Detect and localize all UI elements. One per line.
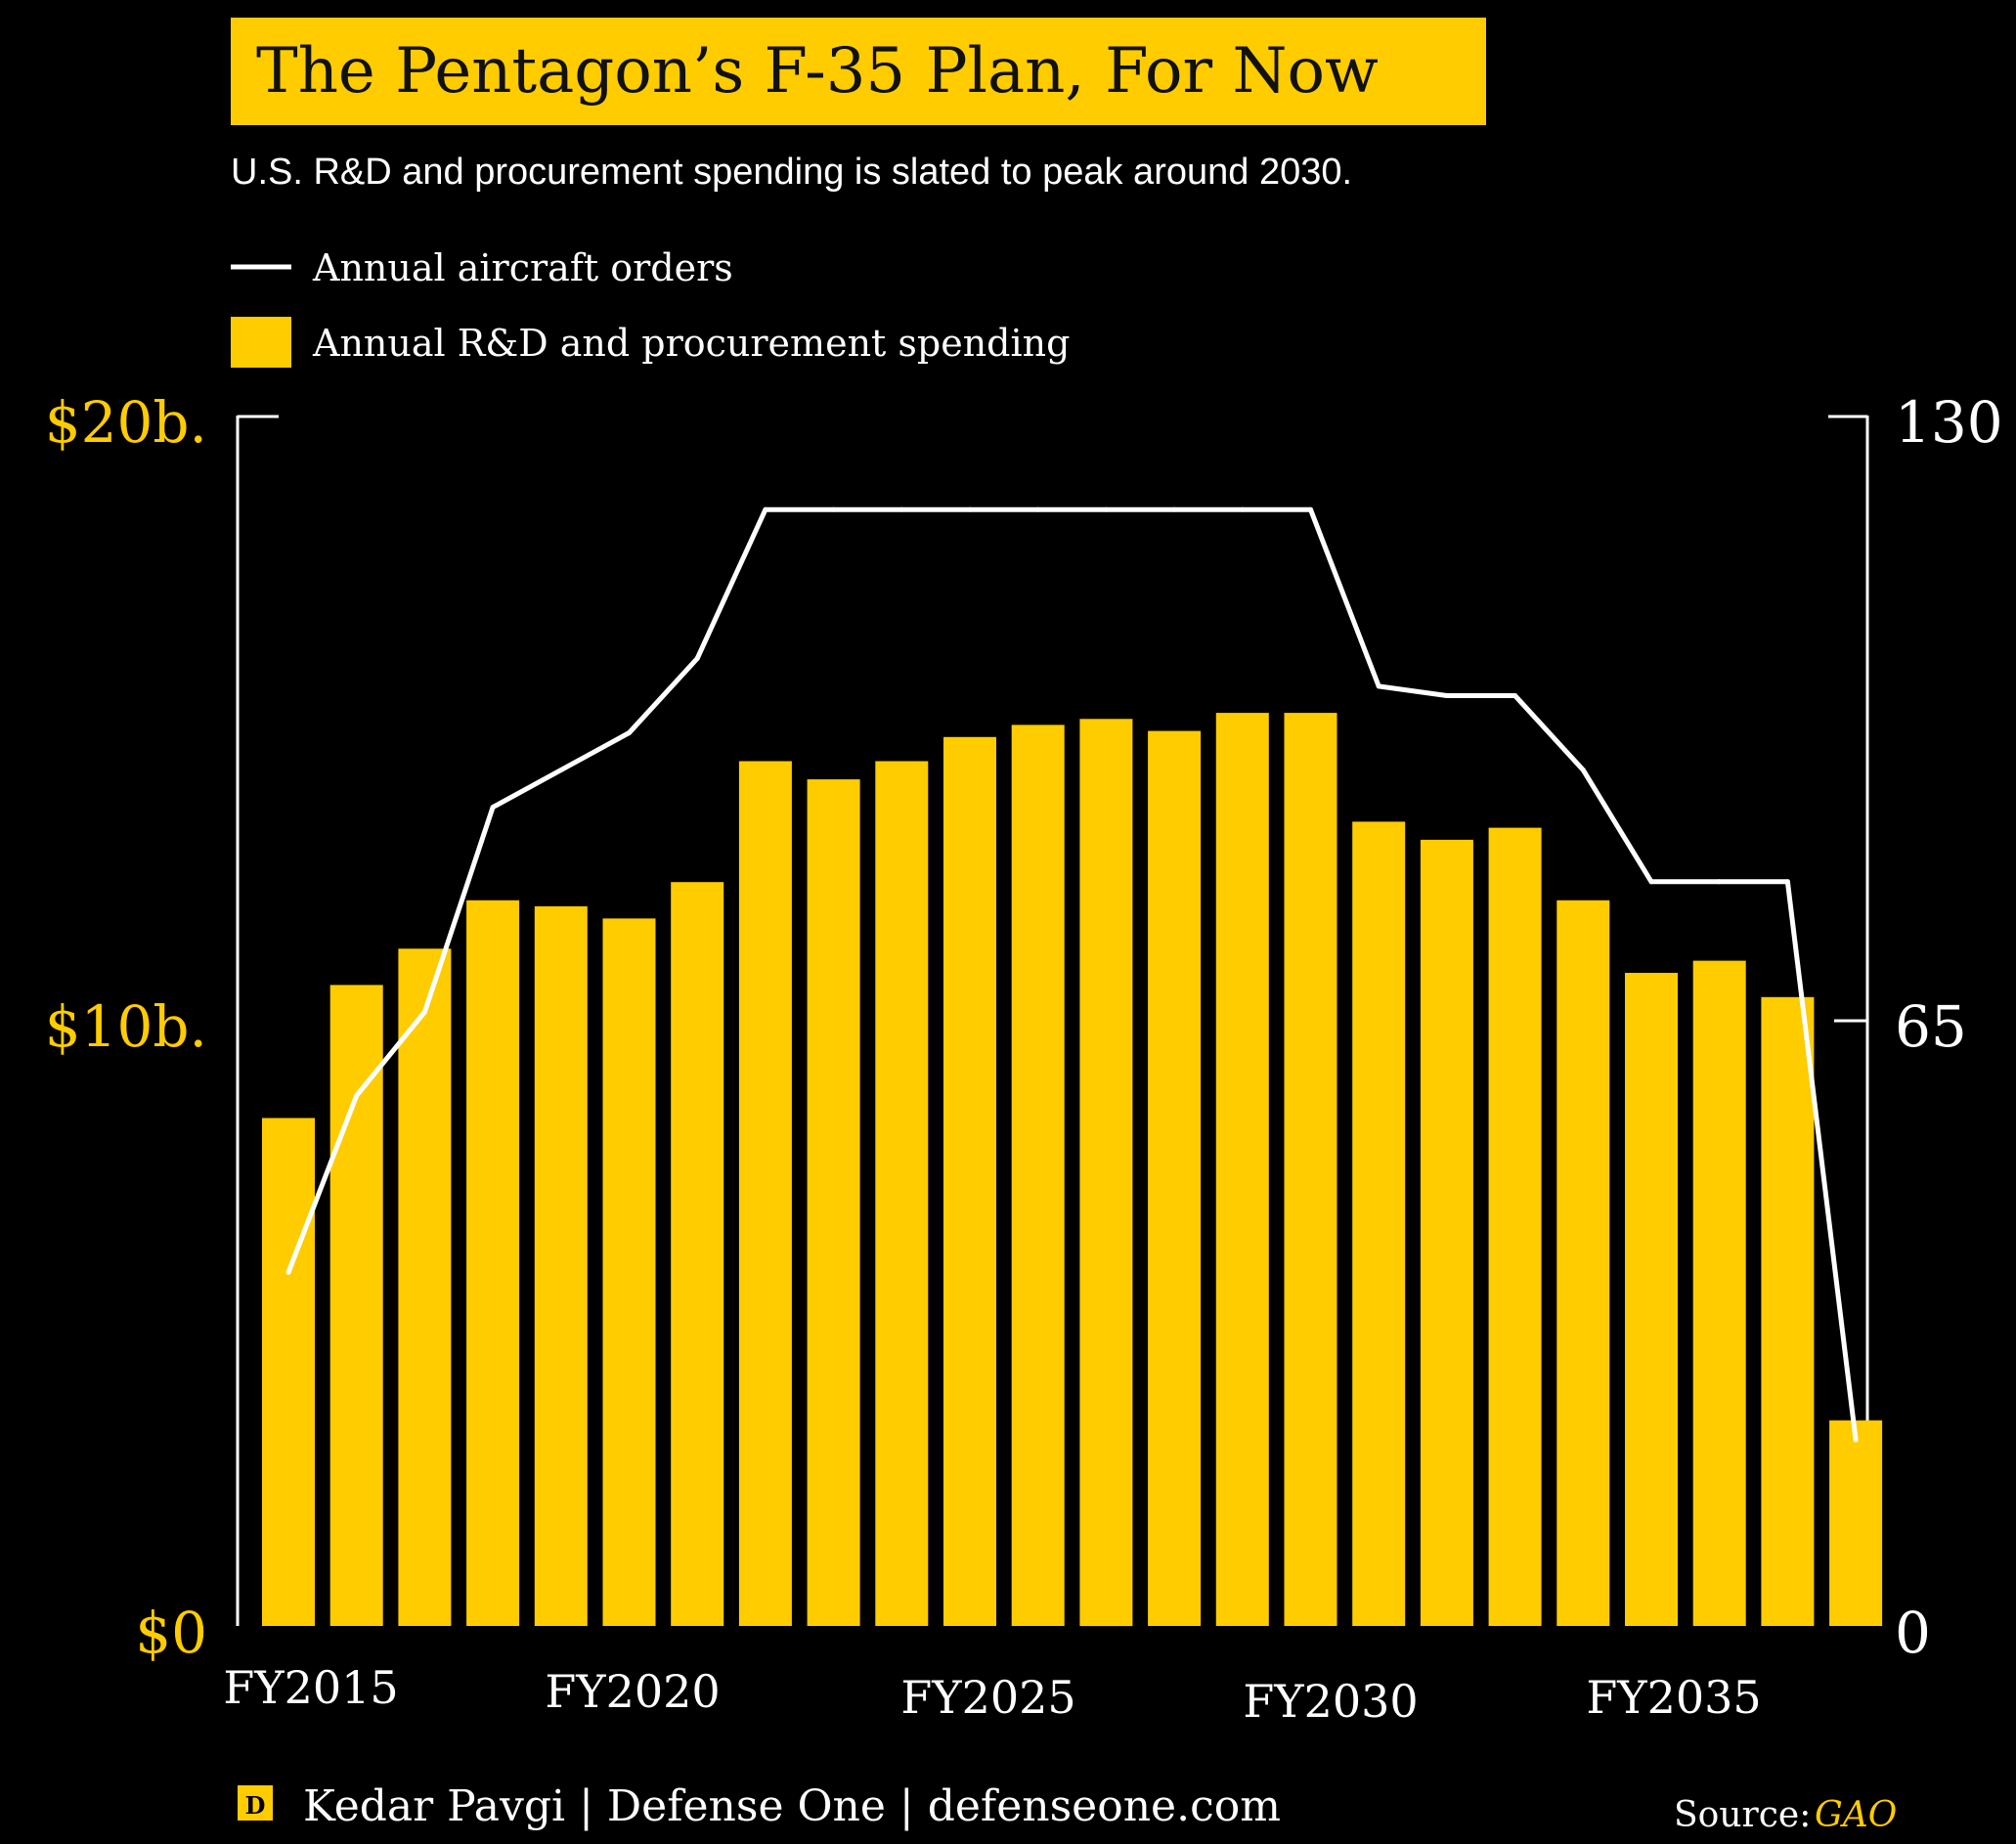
orders-point-2022 (763, 506, 768, 512)
spending-bar-2038 (1829, 1420, 1883, 1626)
logo-box (238, 1785, 273, 1821)
spending-bar-2037 (1761, 996, 1815, 1626)
orders-point-2016 (354, 1093, 360, 1099)
chart-title: The Pentagon’s F-35 Plan, For Now (256, 35, 1379, 108)
orders-point-2025 (967, 506, 973, 512)
orders-line-group (285, 506, 1859, 1443)
x-tick-label-fy2025: FY2025 (900, 1671, 1075, 1724)
spending-bar-2030 (1284, 713, 1337, 1626)
orders-point-2029 (1240, 506, 1246, 512)
orders-point-2036 (1717, 879, 1723, 885)
orders-point-2021 (694, 655, 700, 661)
source-value: GAO (1815, 1795, 1897, 1835)
y-left-tick-label-20: $20b. (45, 389, 207, 456)
x-tick-label-fy2035: FY2035 (1586, 1671, 1761, 1724)
left-axis (236, 415, 279, 1626)
legend-line-label: Annual aircraft orders (312, 246, 733, 289)
orders-point-2020 (627, 730, 632, 735)
x-tick-label-fy2015: FY2015 (223, 1661, 398, 1714)
orders-point-2034 (1580, 768, 1586, 773)
orders-point-2023 (831, 506, 837, 512)
bars-group (262, 713, 1883, 1627)
spending-bar-2034 (1556, 900, 1610, 1626)
orders-point-2017 (421, 1009, 427, 1015)
legend-bar-label: Annual R&D and procurement spending (312, 322, 1070, 365)
orders-point-2026 (1035, 506, 1041, 512)
spending-bar-2019 (534, 906, 588, 1626)
spending-bar-2025 (943, 736, 996, 1626)
orders-point-2024 (898, 506, 904, 512)
legend: Annual aircraft orders Annual R&D and pr… (231, 246, 1070, 368)
legend-bar-swatch (231, 317, 291, 368)
spending-bar-2024 (875, 761, 929, 1626)
logo-letter: D (245, 1791, 266, 1820)
orders-point-2037 (1784, 879, 1790, 885)
spending-bar-2033 (1488, 827, 1542, 1626)
orders-point-2015 (285, 1269, 291, 1275)
spending-bar-2021 (671, 882, 724, 1626)
title-box (231, 18, 1486, 125)
spending-bar-2015 (262, 1118, 315, 1626)
source-label: Source: (1674, 1795, 1811, 1835)
orders-point-2019 (558, 768, 564, 773)
spending-bar-2026 (1011, 724, 1065, 1626)
y-left-tick-label-10: $10b. (45, 993, 207, 1060)
orders-point-2027 (1103, 506, 1109, 512)
orders-point-2028 (1171, 506, 1177, 512)
orders-point-2033 (1512, 693, 1518, 698)
footer-credit: Kedar Pavgi | Defense One | defenseone.c… (303, 1781, 1281, 1831)
y-right-tick-label-65: 65 (1895, 993, 1967, 1060)
x-tick-label-fy2020: FY2020 (545, 1665, 720, 1718)
spending-bar-2031 (1352, 821, 1406, 1626)
spending-bar-2029 (1215, 713, 1269, 1626)
spending-bar-2032 (1420, 839, 1473, 1626)
orders-point-2031 (1376, 683, 1381, 689)
spending-bar-2016 (329, 985, 383, 1626)
footer: D Kedar Pavgi | Defense One | defenseone… (238, 1781, 1897, 1835)
spending-bar-2036 (1692, 960, 1746, 1626)
orders-point-2035 (1648, 879, 1654, 885)
orders-point-2038 (1853, 1437, 1859, 1443)
spending-bar-2020 (602, 918, 656, 1626)
spending-bar-2018 (466, 900, 520, 1626)
orders-point-2018 (490, 805, 496, 811)
spending-bar-2022 (738, 761, 792, 1626)
chart-subtitle: U.S. R&D and procurement spending is sla… (231, 152, 1352, 193)
y-left-tick-label-0: $0 (135, 1600, 207, 1666)
spending-bar-2028 (1148, 730, 1202, 1626)
spending-bar-2017 (398, 948, 452, 1626)
spending-bar-2035 (1625, 973, 1678, 1626)
spending-bar-2027 (1079, 719, 1133, 1627)
spending-bar-2023 (807, 779, 860, 1626)
x-tick-label-fy2030: FY2030 (1243, 1675, 1418, 1728)
orders-line (285, 506, 1859, 1441)
y-right-tick-label-0: 0 (1895, 1600, 1931, 1666)
y-right-tick-label-130: 130 (1895, 389, 2003, 456)
orders-point-2030 (1308, 506, 1313, 512)
orders-point-2032 (1444, 693, 1450, 698)
